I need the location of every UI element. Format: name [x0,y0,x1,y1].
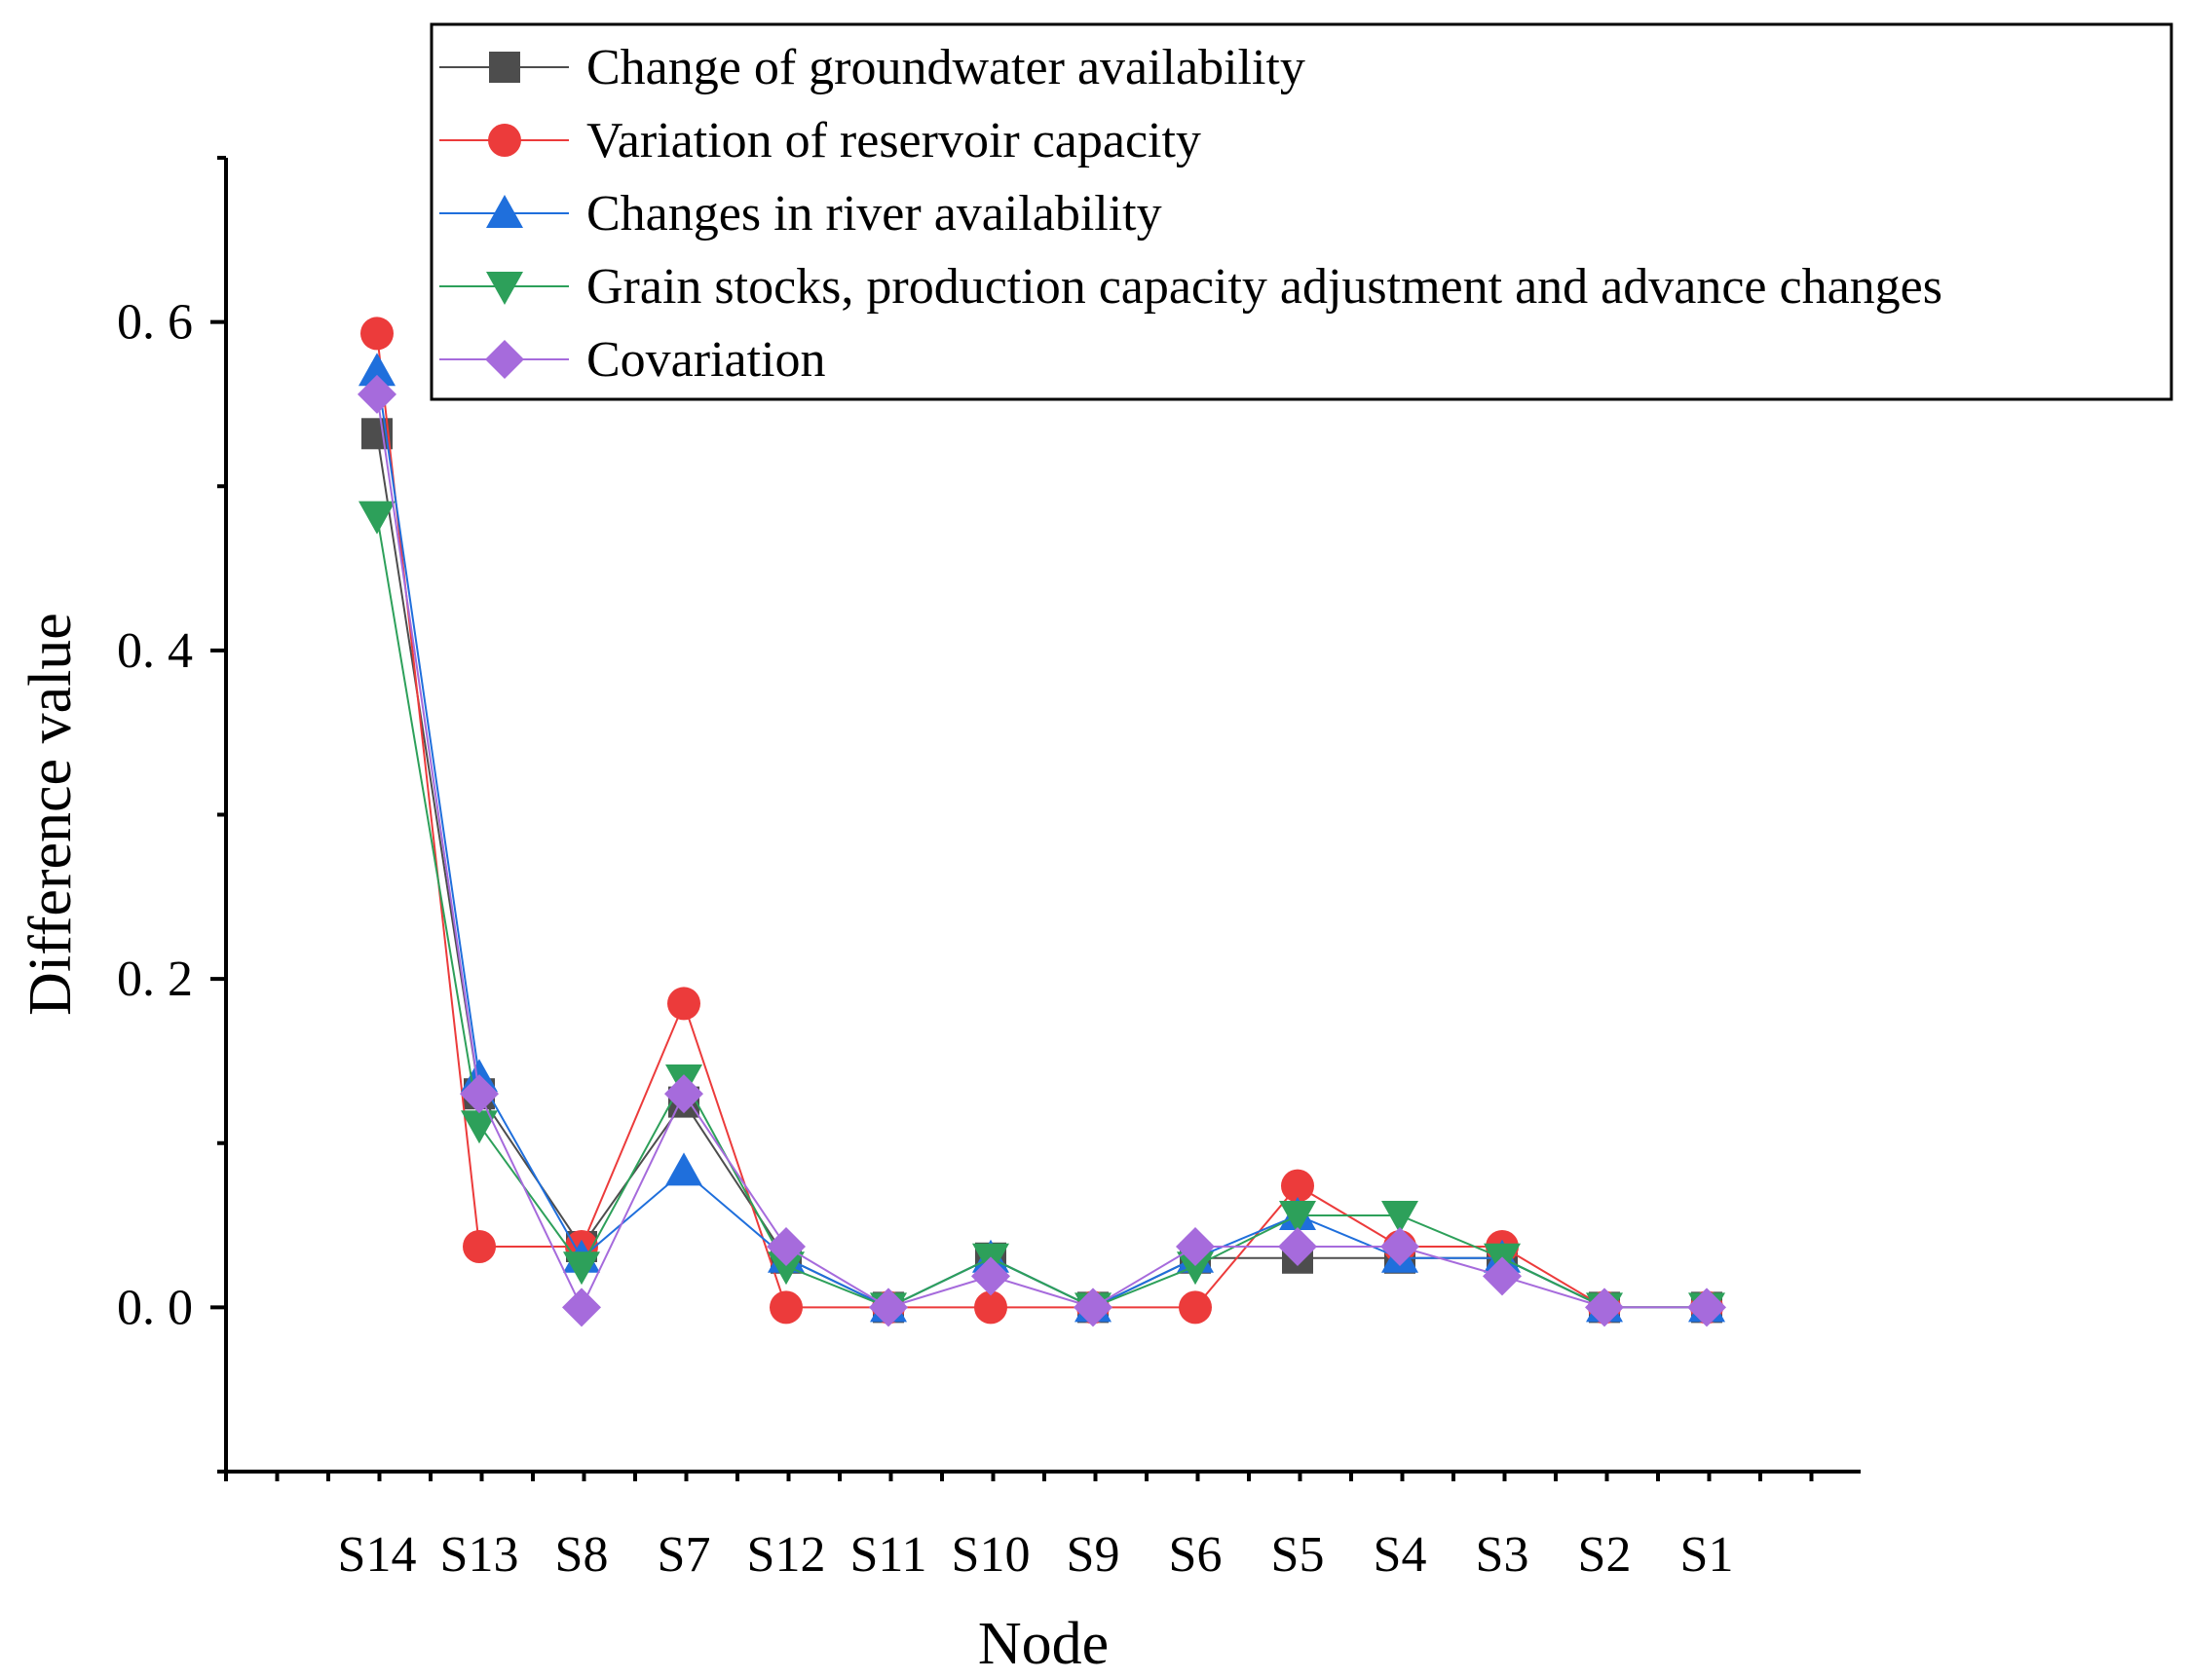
legend-marker [486,195,523,228]
x-tick-label: S5 [1271,1527,1325,1583]
data-point [974,1290,1007,1325]
data-point [664,1074,703,1114]
legend-box [430,22,2173,401]
legend-item: Changes in river availability [439,186,1162,242]
series-5 [358,374,1726,1327]
data-point [667,987,700,1021]
data-point [768,1251,805,1286]
data-point [1585,1288,1624,1327]
legend-marker [486,272,523,305]
y-tick-label: 0. 2 [117,952,193,1007]
legend: Change of groundwater availability Variat… [430,22,2173,401]
x-tick-label: S12 [747,1527,826,1583]
x-tick-label: S3 [1476,1527,1529,1583]
series-1 [361,418,1722,1324]
data-point [1687,1288,1726,1327]
x-tick-label: S13 [440,1527,519,1583]
legend-label: Grain stocks, production capacity adjust… [586,259,1942,315]
series-4 [358,501,1725,1326]
data-point [1177,1251,1214,1286]
data-point [1281,1169,1314,1203]
y-tick-label: 0. 0 [117,1280,193,1335]
y-tick-label: 0. 4 [117,623,193,679]
x-tick-label: S10 [952,1527,1031,1583]
data-point [358,374,396,414]
data-point [1176,1226,1215,1266]
x-tick-label: S4 [1374,1527,1427,1583]
data-point [461,1110,498,1144]
x-tick-label: S6 [1169,1527,1223,1583]
data-point [971,1256,1010,1296]
data-point [1074,1288,1112,1327]
data-point [1381,1200,1418,1234]
series-line [376,393,1707,1310]
data-point [665,1152,702,1186]
data-point [360,317,394,351]
series-line [376,515,1707,1309]
data-point [562,1288,601,1327]
data-point [358,501,396,535]
legend-label: Covariation [586,332,826,388]
data-point [463,1229,496,1263]
data-point [869,1288,908,1327]
y-axis-title: Difference value [18,613,84,1016]
series-line [376,371,1707,1309]
x-tick-label: S1 [1680,1527,1734,1583]
data-point [1278,1226,1317,1266]
x-tick-label: S2 [1578,1527,1632,1583]
legend-label: Changes in river availability [586,186,1162,242]
legend-item: Grain stocks, production capacity adjust… [439,259,1942,315]
legend-marker [489,52,520,83]
x-tick-label: S7 [658,1527,711,1583]
x-tick-label: S9 [1067,1527,1120,1583]
data-point [460,1074,499,1114]
series-layer [358,317,1726,1327]
data-point [1380,1226,1419,1266]
legend-label: Variation of reservoir capacity [586,113,1201,168]
data-point [770,1290,803,1325]
series-3 [358,353,1725,1323]
axes: 0. 0 0. 2 0. 4 0. 6 S14 S13 S8 S7 S12 S11 S10 S9 S6 S… [18,156,1861,1677]
data-point [1279,1200,1316,1234]
legend-item: Change of groundwater availability [439,40,1305,95]
series-2 [360,317,1723,1325]
legend-item: Covariation [439,332,826,388]
data-point [358,353,396,387]
x-tick-label: S8 [555,1527,609,1583]
data-point [1179,1290,1212,1325]
series-line [376,433,1707,1309]
legend-marker [488,124,521,157]
y-tick-label: 0. 6 [117,295,193,351]
data-point [1483,1256,1522,1296]
legend-item: Variation of reservoir capacity [439,113,1201,168]
data-point [767,1226,806,1266]
data-point [563,1251,600,1286]
x-tick-label: S14 [338,1527,417,1583]
x-axis-title: Node [978,1611,1109,1675]
legend-label: Change of groundwater availability [586,40,1305,95]
legend-marker [485,340,524,379]
series-line [376,333,1707,1309]
x-tick-label: S11 [850,1527,927,1583]
